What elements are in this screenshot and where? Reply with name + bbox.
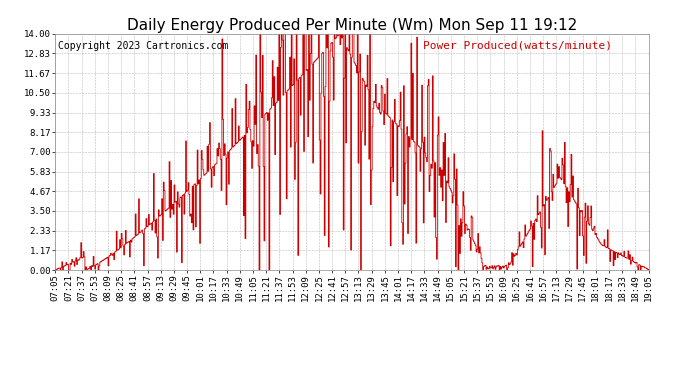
Text: Power Produced(watts/minute): Power Produced(watts/minute)	[423, 41, 612, 51]
Title: Daily Energy Produced Per Minute (Wm) Mon Sep 11 19:12: Daily Energy Produced Per Minute (Wm) Mo…	[127, 18, 577, 33]
Text: Copyright 2023 Cartronics.com: Copyright 2023 Cartronics.com	[58, 41, 228, 51]
